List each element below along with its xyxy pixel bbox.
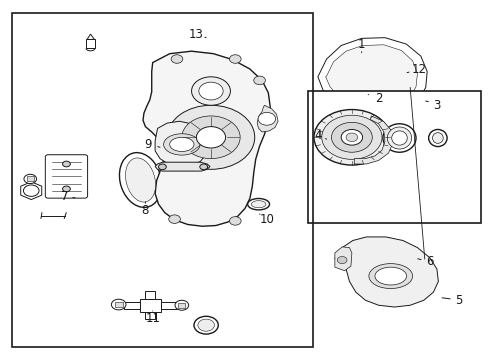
Polygon shape <box>326 45 417 109</box>
Bar <box>86 40 95 48</box>
Ellipse shape <box>392 131 407 145</box>
Bar <box>161 302 177 309</box>
Text: 5: 5 <box>455 294 463 307</box>
Text: 7: 7 <box>61 189 68 203</box>
Circle shape <box>322 115 382 159</box>
Circle shape <box>196 127 225 148</box>
Circle shape <box>159 164 166 170</box>
Bar <box>319 131 326 135</box>
Bar <box>146 312 155 319</box>
Circle shape <box>200 164 208 170</box>
Polygon shape <box>335 247 352 271</box>
Ellipse shape <box>433 133 443 143</box>
Ellipse shape <box>120 153 162 207</box>
Text: 11: 11 <box>145 311 160 325</box>
Ellipse shape <box>429 130 447 147</box>
Circle shape <box>63 161 71 167</box>
Bar <box>115 302 122 307</box>
Bar <box>146 291 155 299</box>
Ellipse shape <box>125 158 156 202</box>
Polygon shape <box>155 162 210 171</box>
Circle shape <box>258 112 275 125</box>
Polygon shape <box>21 182 42 199</box>
Polygon shape <box>143 51 270 226</box>
Ellipse shape <box>375 267 407 285</box>
Text: 8: 8 <box>142 204 149 217</box>
Ellipse shape <box>164 134 200 155</box>
Circle shape <box>317 129 329 138</box>
Ellipse shape <box>383 124 416 152</box>
Circle shape <box>254 76 266 85</box>
Polygon shape <box>257 105 278 132</box>
Circle shape <box>182 116 240 159</box>
Circle shape <box>198 319 215 331</box>
Circle shape <box>346 133 358 141</box>
Text: 3: 3 <box>433 99 441 112</box>
Bar <box>27 176 34 181</box>
Polygon shape <box>318 38 427 115</box>
Circle shape <box>175 300 189 310</box>
Circle shape <box>331 122 372 152</box>
Ellipse shape <box>251 201 266 208</box>
Text: 1: 1 <box>358 38 366 51</box>
Polygon shape <box>354 116 393 164</box>
Bar <box>12 13 313 347</box>
Text: 13: 13 <box>189 28 204 41</box>
Circle shape <box>199 82 223 100</box>
Bar <box>140 299 161 312</box>
Ellipse shape <box>170 137 194 152</box>
Polygon shape <box>335 237 439 307</box>
Circle shape <box>229 55 241 63</box>
Text: 6: 6 <box>426 255 433 268</box>
Circle shape <box>337 257 347 264</box>
Circle shape <box>111 299 126 310</box>
FancyBboxPatch shape <box>45 155 88 198</box>
Text: 4: 4 <box>314 129 321 142</box>
Circle shape <box>167 105 255 169</box>
Circle shape <box>171 55 183 63</box>
Circle shape <box>24 185 39 196</box>
Polygon shape <box>87 34 95 40</box>
Circle shape <box>341 130 363 145</box>
Text: 12: 12 <box>412 63 426 76</box>
Ellipse shape <box>388 127 412 149</box>
Circle shape <box>63 186 71 192</box>
Circle shape <box>314 109 390 165</box>
Circle shape <box>192 77 230 105</box>
Circle shape <box>194 316 218 334</box>
Text: 10: 10 <box>259 213 274 226</box>
Text: 2: 2 <box>375 92 382 105</box>
Text: 9: 9 <box>144 138 151 151</box>
Circle shape <box>229 217 241 225</box>
Bar <box>308 91 481 223</box>
Polygon shape <box>155 121 209 166</box>
Bar <box>123 302 140 309</box>
Ellipse shape <box>369 264 413 288</box>
Bar <box>178 303 185 308</box>
Ellipse shape <box>247 198 270 210</box>
Circle shape <box>24 174 37 184</box>
Circle shape <box>169 215 180 224</box>
